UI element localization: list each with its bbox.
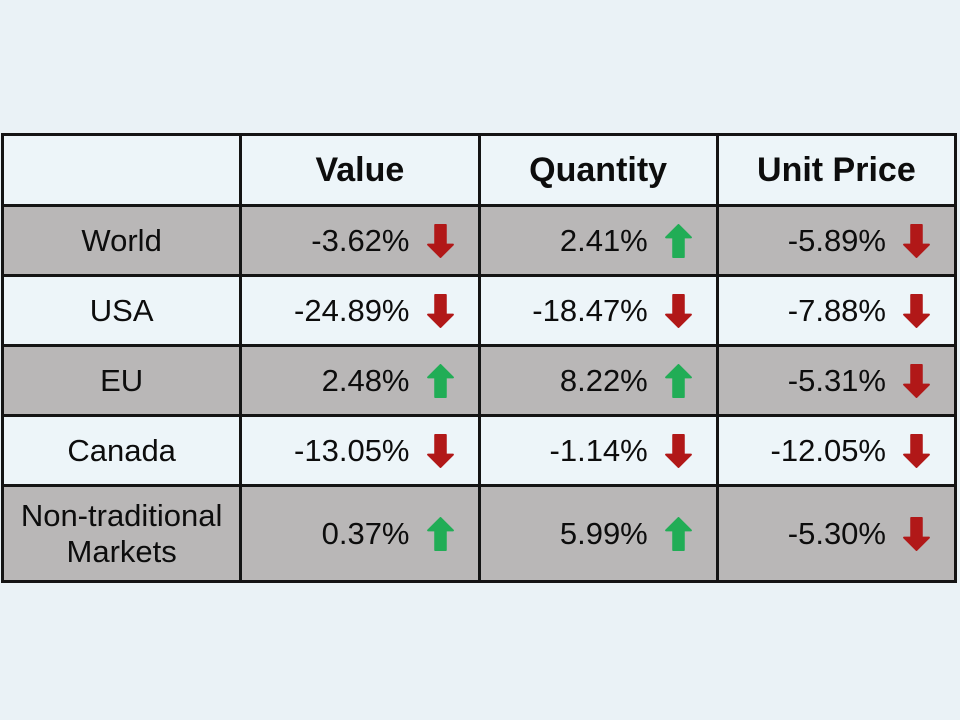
down-arrow-icon <box>903 223 930 258</box>
table-row-eu: EU 2.48% 8.22% -5.31% <box>0 344 958 417</box>
up-arrow-icon <box>664 223 692 258</box>
value-cell: -3.62% <box>239 204 481 277</box>
row-label: EU <box>0 344 243 417</box>
down-arrow-icon <box>664 433 692 468</box>
value-cell: -1.14% <box>477 414 719 487</box>
table-row-world: World -3.62% 2.41% -5.89% <box>0 204 958 277</box>
down-arrow-icon <box>903 433 930 468</box>
percent-value: -18.47% <box>532 292 648 328</box>
value-cell: 2.41% <box>477 204 719 277</box>
percent-value: 2.48% <box>321 362 410 398</box>
down-arrow-icon <box>426 433 454 468</box>
value-cell: -5.89% <box>715 204 958 277</box>
percent-value: -5.31% <box>787 362 886 398</box>
table-row-usa: USA -24.89% -18.47% -7.88% <box>0 274 958 347</box>
up-arrow-icon <box>664 363 692 398</box>
up-arrow-icon <box>426 363 454 398</box>
down-arrow-icon <box>903 293 930 328</box>
value-cell: -12.05% <box>715 414 958 487</box>
percent-value: -3.62% <box>311 222 410 258</box>
percent-value: -1.14% <box>549 432 648 468</box>
value-cell: -18.47% <box>477 274 719 347</box>
value-cell: -13.05% <box>239 414 481 487</box>
value-cell: -5.30% <box>715 484 958 583</box>
down-arrow-icon <box>903 516 930 551</box>
up-arrow-icon <box>664 516 692 551</box>
table-row-non-traditional-markets: Non-traditional Markets 0.37% 5.99% -5 <box>0 484 958 583</box>
percent-value: 8.22% <box>559 362 648 398</box>
value-cell: 8.22% <box>477 344 719 417</box>
percent-value: -24.89% <box>294 292 410 328</box>
value-cell: -7.88% <box>715 274 958 347</box>
percent-value: -5.89% <box>787 222 886 258</box>
value-cell: -5.31% <box>715 344 958 417</box>
down-arrow-icon <box>426 223 454 258</box>
header-row: Value Quantity Unit Price <box>0 133 958 207</box>
trade-change-table: Value Quantity Unit Price World -3.62% 2… <box>0 133 958 583</box>
percent-value: -5.30% <box>787 515 886 551</box>
down-arrow-icon <box>664 293 692 328</box>
row-label: USA <box>0 274 243 347</box>
percent-value: -13.05% <box>294 432 410 468</box>
percent-value: 0.37% <box>321 515 410 551</box>
table-row-canada: Canada -13.05% -1.14% -12.05% <box>0 414 958 487</box>
percent-value: -12.05% <box>770 432 886 468</box>
down-arrow-icon <box>426 293 454 328</box>
row-label: Canada <box>0 414 243 487</box>
percent-value: 2.41% <box>559 222 648 258</box>
value-cell: 5.99% <box>477 484 719 583</box>
down-arrow-icon <box>903 363 930 398</box>
percent-value: 5.99% <box>559 515 648 551</box>
value-cell: 2.48% <box>239 344 481 417</box>
percent-value: -7.88% <box>787 292 886 328</box>
up-arrow-icon <box>426 516 454 551</box>
row-label: Non-traditional Markets <box>0 484 243 583</box>
column-header-value: Value <box>239 133 481 207</box>
value-cell: -24.89% <box>239 274 481 347</box>
column-header-unit-price: Unit Price <box>715 133 958 207</box>
value-cell: 0.37% <box>239 484 481 583</box>
column-header-quantity: Quantity <box>477 133 719 207</box>
corner-cell <box>0 133 243 207</box>
row-label: World <box>0 204 243 277</box>
